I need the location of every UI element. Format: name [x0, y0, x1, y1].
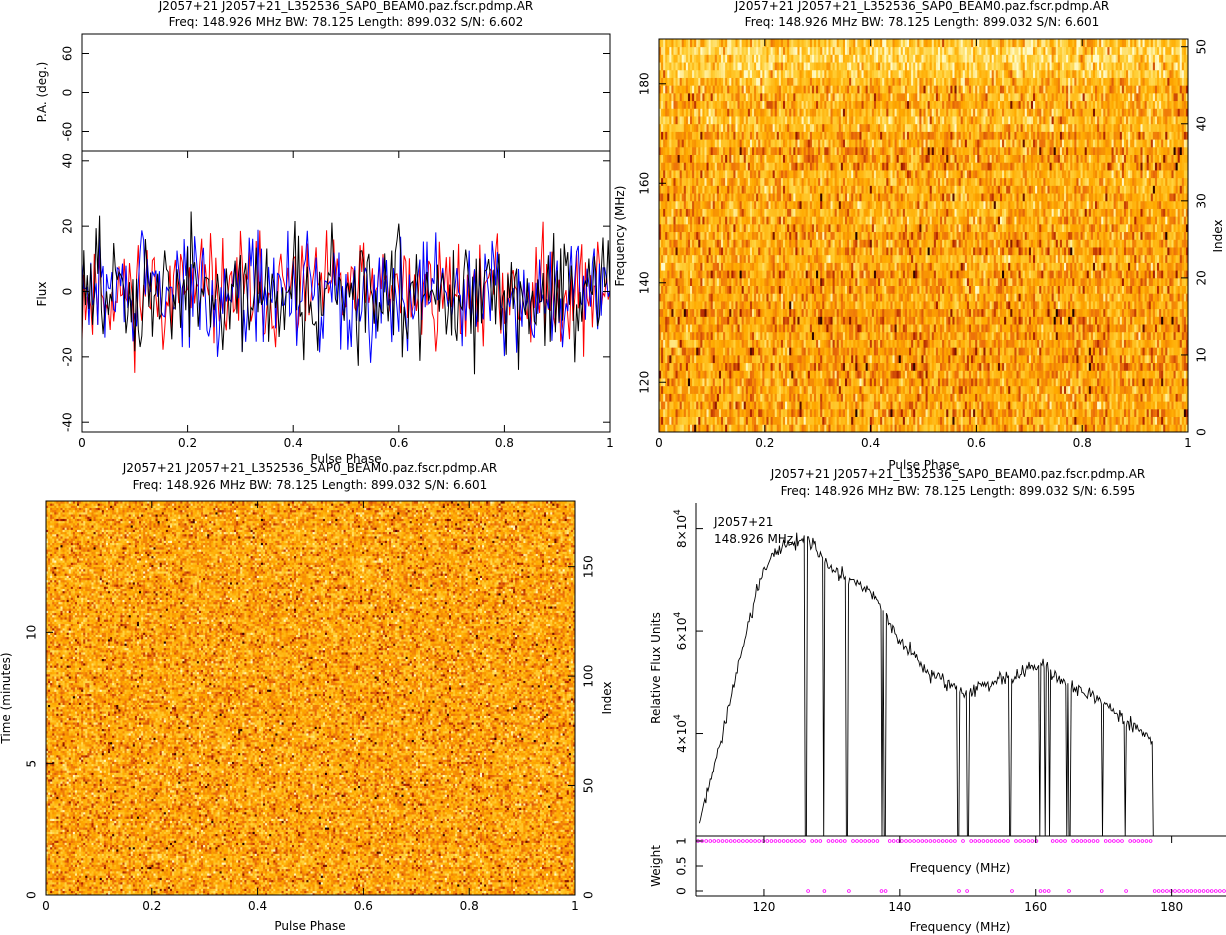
profile-xtick-label: 0	[78, 436, 86, 450]
profile-subtitle: Freq: 148.926 MHz BW: 78.125 Length: 899…	[169, 15, 524, 29]
profile-panel: J2057+21 J2057+21_L352536_SAP0_BEAM0.paz…	[35, 0, 614, 466]
flux-ytick-label: -40	[61, 412, 75, 432]
freq-phase-title: J2057+21 J2057+21_L352536_SAP0_BEAM0.paz…	[734, 0, 1110, 13]
pa-ytick-label: -60	[61, 122, 75, 142]
flux-ytick-label: -20	[61, 347, 75, 367]
profile-xtick-label: 0.6	[389, 436, 408, 450]
freq-phase-panel: J2057+21 J2057+21_L352536_SAP0_BEAM0.paz…	[613, 0, 1225, 472]
pa-axes: -60 0 60 P.A. (deg.)	[35, 34, 610, 151]
flux-ytick-label: 40	[61, 153, 75, 168]
flux-ylabel: Flux	[35, 282, 49, 307]
pa-ytick-label: 0	[61, 89, 75, 97]
profile-xtick-label: 1	[606, 436, 614, 450]
flux-ytick-label: 20	[61, 219, 75, 234]
freq-phase-subtitle: Freq: 148.926 MHz BW: 78.125 Length: 899…	[745, 15, 1100, 29]
pa-ytick-label: 60	[61, 46, 75, 61]
profile-xtick-label: 0.2	[178, 436, 197, 450]
profile-title: J2057+21 J2057+21_L352536_SAP0_BEAM0.paz…	[158, 0, 534, 13]
profile-xtick-label: 0.4	[284, 436, 303, 450]
profile-series-total	[82, 212, 610, 375]
profile-xtick-label: 0.8	[495, 436, 514, 450]
flux-ytick-label: 0	[61, 288, 75, 296]
pa-ylabel: P.A. (deg.)	[35, 62, 49, 123]
freq-phase-heatmap	[659, 39, 1188, 432]
pa-frame	[82, 34, 610, 151]
